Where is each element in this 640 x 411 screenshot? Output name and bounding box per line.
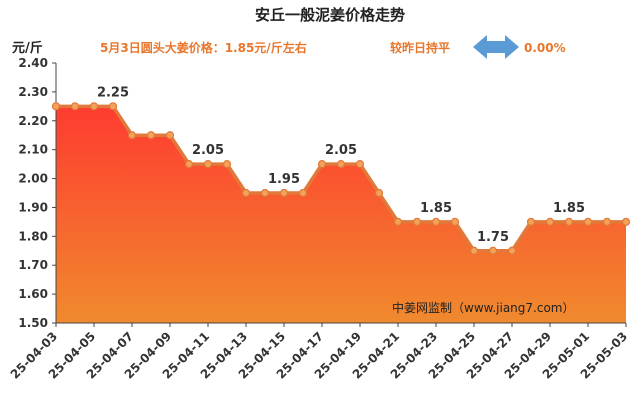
data-label: 1.95 xyxy=(268,172,300,187)
data-point xyxy=(393,217,403,226)
subtitle-compare: 较昨日持平 xyxy=(390,40,450,55)
data-point xyxy=(507,246,517,255)
data-label: 1.75 xyxy=(477,230,509,245)
data-point xyxy=(583,217,593,226)
data-point xyxy=(602,217,612,226)
data-point xyxy=(222,160,232,169)
double-arrow-icon xyxy=(473,35,519,59)
data-point xyxy=(298,188,308,198)
subtitle-price: 5月3日圆头大姜价格：1.85元/斤左右 xyxy=(100,40,307,55)
data-point xyxy=(488,246,498,255)
data-label: 2.25 xyxy=(97,85,129,100)
data-point xyxy=(374,188,384,198)
change-percent: 0.00% xyxy=(524,41,566,55)
data-point xyxy=(127,131,137,140)
chart-title: 安丘一般泥姜价格走势 xyxy=(255,6,405,24)
y-tick-label: 2.30 xyxy=(18,85,48,99)
data-point xyxy=(108,102,118,111)
watermark: 中姜网监制（www.jiang7.com） xyxy=(392,300,574,315)
y-tick-label: 2.20 xyxy=(18,114,48,128)
y-tick-label: 1.60 xyxy=(18,287,48,301)
data-point xyxy=(184,160,194,169)
data-point xyxy=(317,160,327,169)
data-point xyxy=(450,217,460,226)
plot-area: 2.40 2.30 2.20 2.10 2.00 1.90 1.80 1.70 1.60 1.50… xyxy=(8,56,630,382)
data-point xyxy=(545,217,555,226)
y-tick-label: 1.80 xyxy=(18,229,48,243)
area-fill xyxy=(56,106,626,323)
data-point xyxy=(469,246,479,255)
y-tick-label: 2.00 xyxy=(18,172,48,186)
data-label: 2.05 xyxy=(325,143,357,158)
y-tick-label: 1.50 xyxy=(18,316,48,330)
data-point xyxy=(621,217,631,226)
data-point xyxy=(70,102,80,111)
data-point xyxy=(564,217,574,226)
y-tick-label: 1.90 xyxy=(18,200,48,214)
y-tick-label: 2.10 xyxy=(18,143,48,157)
data-point xyxy=(241,188,251,198)
y-axis-unit: 元/斤 xyxy=(12,40,43,56)
data-point xyxy=(279,188,289,198)
data-point xyxy=(336,160,346,169)
data-label: 1.85 xyxy=(553,201,585,216)
y-tick-label: 1.70 xyxy=(18,258,48,272)
data-point xyxy=(146,131,156,140)
data-point xyxy=(355,160,365,169)
data-point xyxy=(260,188,270,198)
data-point xyxy=(165,131,175,140)
data-label: 2.05 xyxy=(192,143,224,158)
data-point xyxy=(89,102,99,111)
y-tick-label: 2.40 xyxy=(18,56,48,70)
data-point xyxy=(431,217,441,226)
data-point xyxy=(51,102,61,111)
data-point xyxy=(203,160,213,169)
data-label: 1.85 xyxy=(420,201,452,216)
data-point xyxy=(526,217,536,226)
data-point xyxy=(412,217,422,226)
